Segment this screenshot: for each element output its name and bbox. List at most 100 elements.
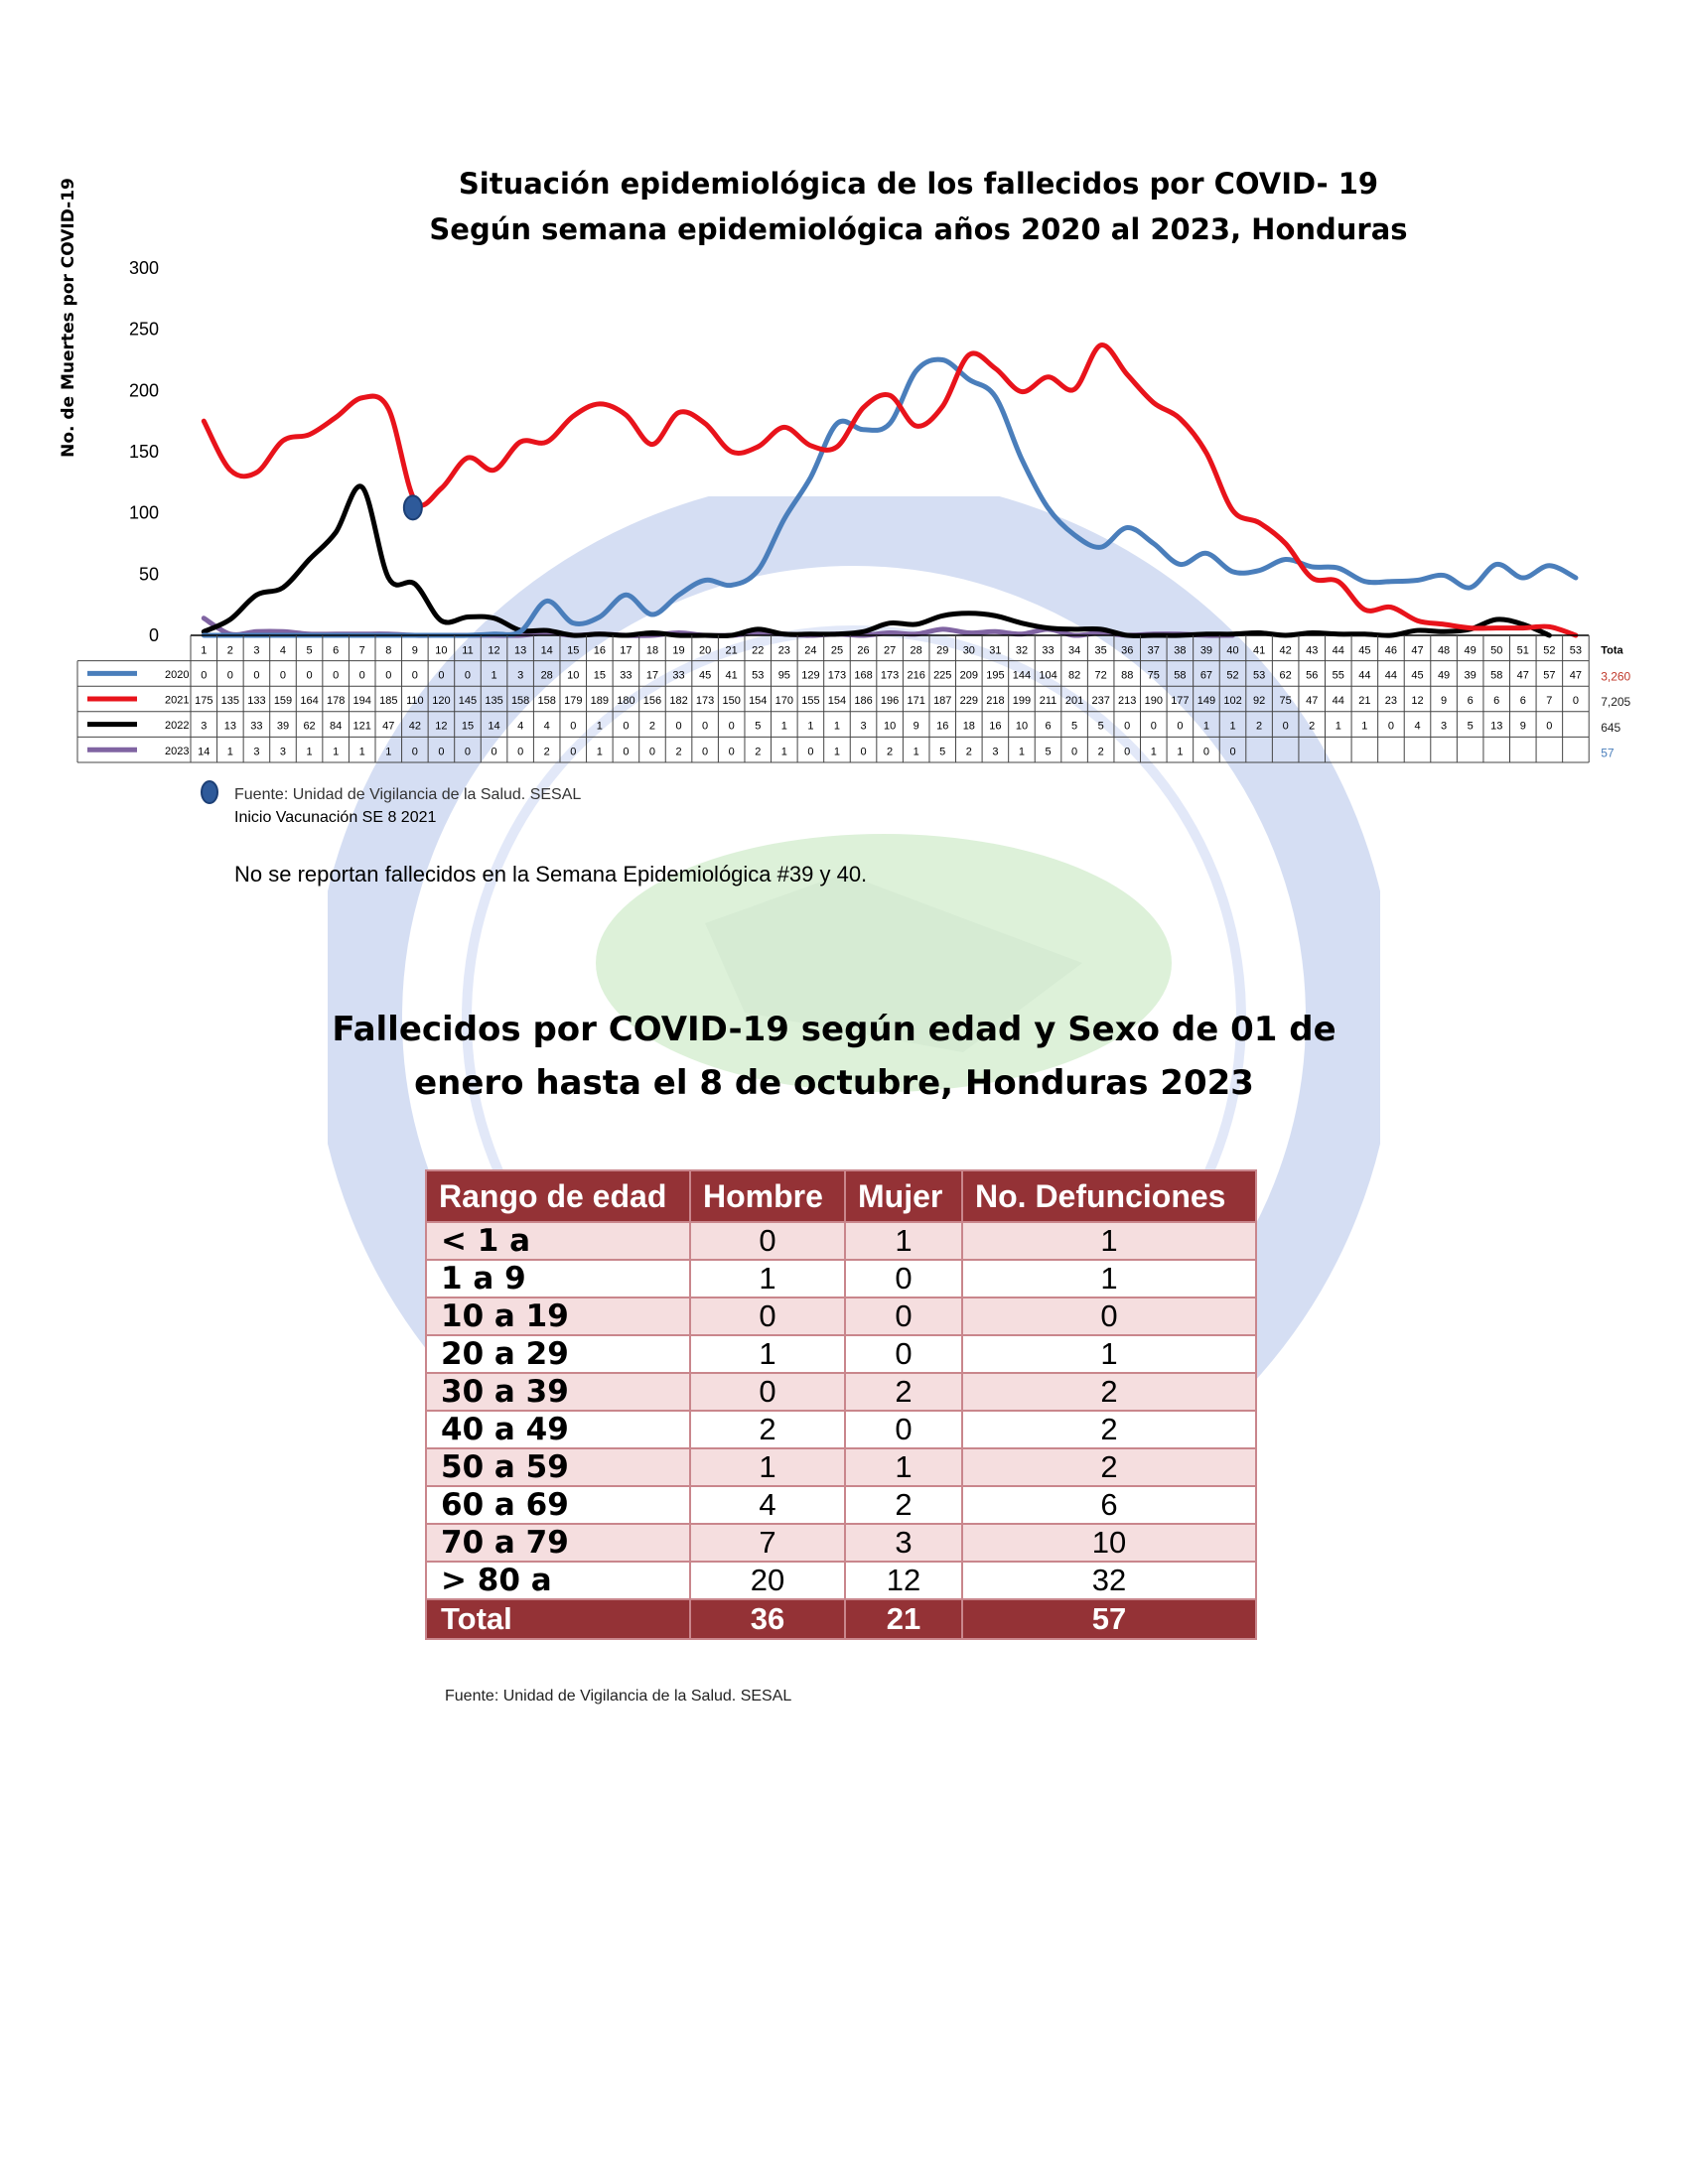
x-tick-label: 30 <box>963 644 975 656</box>
x-tick-label: 52 <box>1543 644 1555 656</box>
data-label: 1 <box>834 721 840 733</box>
data-label: 173 <box>828 670 846 682</box>
age-range-cell: 30 a 39 <box>425 1372 691 1412</box>
data-label: 1 <box>1229 721 1235 733</box>
data-label: 53 <box>752 670 764 682</box>
data-label: 13 <box>1490 721 1502 733</box>
female-cell: 0 <box>844 1410 963 1449</box>
series-total-2020: 3,260 <box>1601 670 1630 684</box>
data-label: 1 <box>1203 721 1209 733</box>
data-label: 2 <box>887 746 893 757</box>
data-label: 173 <box>881 670 899 682</box>
data-label: 15 <box>594 670 606 682</box>
data-label: 168 <box>854 670 872 682</box>
marker-bullet-icon <box>201 780 218 804</box>
age-range-cell: < 1 a <box>425 1221 691 1261</box>
x-tick-label: 1 <box>201 644 207 656</box>
total-male: 36 <box>689 1598 846 1640</box>
total-cell: 2 <box>961 1447 1257 1487</box>
total-cell: 32 <box>961 1561 1257 1600</box>
data-label: 171 <box>907 695 924 707</box>
total-cell: 0 <box>961 1297 1257 1336</box>
data-label: 1 <box>781 746 787 757</box>
male-cell: 1 <box>689 1334 846 1374</box>
data-label: 0 <box>860 746 866 757</box>
x-tick-label: 5 <box>307 644 313 656</box>
data-label: 33 <box>250 721 262 733</box>
data-label: 0 <box>359 670 365 682</box>
data-label: 135 <box>221 695 239 707</box>
data-label: 17 <box>646 670 658 682</box>
x-tick-label: 32 <box>1016 644 1028 656</box>
data-label: 0 <box>1124 721 1130 733</box>
data-label: 47 <box>1517 670 1529 682</box>
y-axis-ticks: 0 50 100 150 200 250 300 <box>129 258 159 645</box>
table-row: > 80 a 20 12 32 <box>425 1561 1257 1600</box>
table-row: 60 a 69 4 2 6 <box>425 1485 1257 1525</box>
data-label: 2 <box>675 746 681 757</box>
data-label: 201 <box>1065 695 1083 707</box>
x-tick-label: 8 <box>385 644 391 656</box>
y-tick-label: 0 <box>149 625 159 645</box>
x-tick-label: 13 <box>514 644 526 656</box>
data-label: 75 <box>1280 695 1292 707</box>
data-label: 58 <box>1490 670 1502 682</box>
data-label: 0 <box>465 746 471 757</box>
series-line-2021 <box>201 342 1579 638</box>
header-total-deaths: No. Defunciones <box>961 1169 1257 1223</box>
x-tick-label: 35 <box>1095 644 1107 656</box>
legend-label-2022: 2022 <box>165 720 189 732</box>
data-label: 33 <box>620 670 632 682</box>
data-label: 1 <box>597 721 603 733</box>
data-label: 6 <box>1045 721 1051 733</box>
x-tick-label: 41 <box>1253 644 1265 656</box>
data-label: 104 <box>1039 670 1056 682</box>
x-tick-label: 24 <box>804 644 816 656</box>
data-label: 3 <box>1441 721 1447 733</box>
data-label: 2 <box>1309 721 1315 733</box>
data-table: 1 2 3 4 5 6 7 8 9 10 11 12 13 14 15 16 17 18 19 20 21 22 23 24 2… <box>76 634 1590 763</box>
data-label: 211 <box>1040 695 1057 707</box>
x-tick-label: 47 <box>1411 644 1423 656</box>
total-cell: 1 <box>961 1334 1257 1374</box>
data-label: 120 <box>432 695 450 707</box>
data-label: 0 <box>1124 746 1130 757</box>
data-label: 10 <box>884 721 896 733</box>
data-label: 209 <box>960 670 978 682</box>
legend-label-2020: 2020 <box>165 669 189 681</box>
data-label: 0 <box>1283 721 1289 733</box>
data-label: 47 <box>382 721 394 733</box>
data-label: 2 <box>755 746 761 757</box>
data-label: 82 <box>1068 670 1080 682</box>
male-cell: 1 <box>689 1259 846 1298</box>
table-row: 40 a 49 2 0 2 <box>425 1410 1257 1449</box>
data-label: 0 <box>307 670 313 682</box>
data-label: 12 <box>435 721 447 733</box>
data-label: 0 <box>1573 695 1579 707</box>
data-label: 0 <box>227 670 233 682</box>
series-line-2022 <box>201 483 1552 638</box>
data-label: 23 <box>1385 695 1397 707</box>
legend-label-2021: 2021 <box>165 695 189 707</box>
data-label: 0 <box>280 670 286 682</box>
x-tick-label: 25 <box>831 644 843 656</box>
data-label: 0 <box>1177 721 1183 733</box>
data-label: 3 <box>517 670 523 682</box>
male-cell: 0 <box>689 1372 846 1412</box>
age-range-cell: 60 a 69 <box>425 1485 691 1525</box>
data-label: 0 <box>465 670 471 682</box>
x-tick-label: 11 <box>462 644 473 656</box>
data-label: 135 <box>485 695 502 707</box>
data-label: 0 <box>729 721 735 733</box>
data-label: 133 <box>247 695 265 707</box>
female-cell: 3 <box>844 1523 963 1563</box>
data-label: 57 <box>1543 670 1555 682</box>
age-range-cell: 50 a 59 <box>425 1447 691 1487</box>
data-label: 95 <box>778 670 790 682</box>
data-label: 144 <box>1013 670 1031 682</box>
x-tick-label: 29 <box>936 644 948 656</box>
data-label: 145 <box>459 695 477 707</box>
male-cell: 2 <box>689 1410 846 1449</box>
data-label: 1 <box>1361 721 1367 733</box>
data-label: 156 <box>643 695 661 707</box>
